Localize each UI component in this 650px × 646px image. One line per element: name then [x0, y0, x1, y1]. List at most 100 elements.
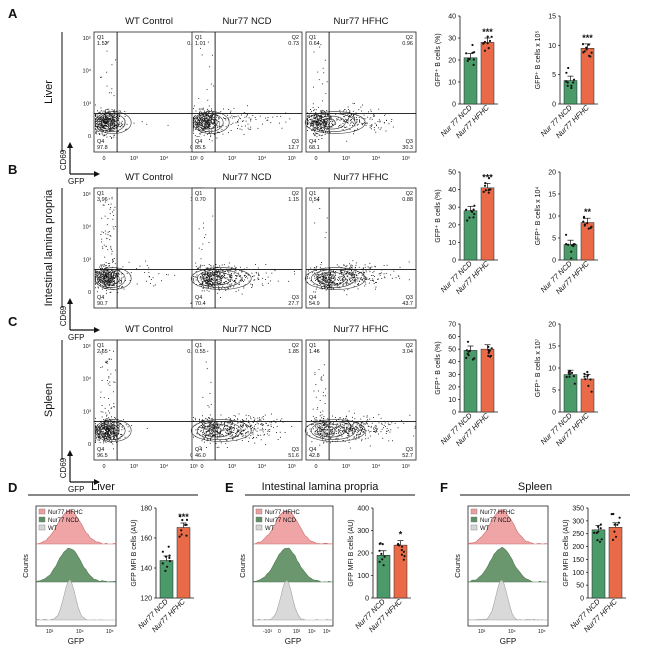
event-dot [355, 262, 357, 264]
event-dot [326, 280, 328, 282]
event-dot [108, 433, 110, 434]
event-dot [109, 208, 111, 210]
event-dot [96, 291, 98, 293]
event-dot [408, 279, 410, 281]
event-dot [348, 283, 350, 285]
event-dot [99, 118, 101, 119]
event-dot [310, 280, 312, 282]
event-dot [109, 429, 111, 431]
event-dot [348, 428, 350, 430]
event-dot [238, 272, 239, 274]
event-dot [317, 433, 319, 435]
event-dot [102, 282, 104, 283]
event-dot [219, 274, 221, 276]
event-dot [207, 114, 209, 116]
event-dot [209, 278, 211, 280]
event-dot [229, 274, 231, 275]
event-dot [356, 426, 358, 428]
event-dot [101, 433, 103, 435]
event-dot [307, 121, 308, 123]
event-dot [356, 427, 358, 429]
event-dot [104, 419, 106, 421]
panel-letter-B: B [8, 162, 17, 177]
event-dot [251, 432, 253, 434]
event-dot [108, 92, 110, 94]
event-dot [244, 420, 246, 422]
data-point [587, 43, 590, 46]
event-dot [210, 423, 212, 425]
event-dot [223, 274, 225, 275]
event-dot [109, 122, 111, 124]
event-dot [112, 427, 114, 429]
event-dot [202, 120, 204, 122]
event-dot [342, 427, 344, 429]
event-dot [117, 276, 118, 278]
event-dot [321, 427, 323, 429]
event-dot [325, 114, 326, 116]
x-tick-label: 10⁵ [402, 463, 410, 470]
quadrant-q2-value: 1.15 [288, 197, 299, 203]
event-dot [203, 419, 205, 421]
event-dot [237, 422, 239, 424]
event-dot [245, 125, 246, 127]
event-dot [106, 122, 108, 124]
event-dot [228, 438, 230, 439]
event-dot [344, 271, 345, 273]
event-dot [110, 273, 112, 275]
event-dot [307, 120, 308, 122]
event-dot [217, 292, 219, 294]
event-dot [313, 115, 315, 117]
event-dot [106, 418, 107, 420]
event-dot [115, 369, 116, 371]
event-dot [110, 123, 112, 125]
event-dot [307, 276, 308, 278]
event-dot [110, 127, 111, 129]
event-dot [99, 426, 101, 428]
event-dot [213, 287, 215, 289]
event-dot [333, 434, 335, 436]
event-dot [243, 281, 244, 282]
event-dot [118, 118, 120, 119]
event-dot [219, 283, 220, 285]
event-dot [215, 431, 217, 433]
event-dot [233, 436, 235, 438]
event-dot [99, 118, 101, 120]
event-dot [315, 119, 317, 121]
event-dot [385, 130, 387, 132]
event-dot [193, 117, 195, 119]
event-dot [108, 110, 110, 112]
event-dot [372, 278, 374, 280]
event-dot [118, 433, 120, 434]
event-dot [202, 426, 204, 427]
event-dot [95, 123, 97, 124]
event-dot [206, 122, 208, 123]
event-dot [319, 117, 321, 119]
event-dot [240, 434, 242, 436]
event-dot [359, 434, 361, 435]
event-dot [239, 432, 241, 433]
event-dot [231, 431, 232, 433]
event-dot [199, 133, 201, 135]
event-dot [357, 128, 358, 130]
event-dot [206, 284, 208, 286]
event-dot [235, 278, 237, 280]
event-dot [350, 266, 352, 268]
event-dot [277, 280, 279, 282]
event-dot [242, 424, 243, 426]
event-dot [202, 122, 203, 123]
event-dot [313, 127, 315, 129]
event-dot [318, 390, 319, 392]
event-dot [224, 282, 225, 284]
event-dot [103, 423, 105, 425]
event-dot [103, 126, 105, 128]
density-contour [196, 115, 218, 130]
event-dot [356, 434, 358, 435]
event-dot [102, 264, 104, 266]
event-dot [115, 59, 116, 61]
event-dot [368, 279, 370, 280]
event-dot [113, 134, 115, 136]
event-dot [206, 117, 208, 119]
event-dot [212, 427, 214, 429]
event-dot [331, 286, 332, 288]
event-dot [210, 135, 211, 137]
